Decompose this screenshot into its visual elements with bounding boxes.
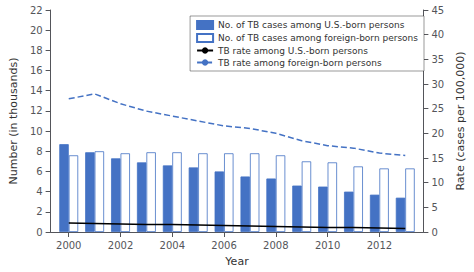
svg-text:35: 35	[431, 54, 444, 65]
svg-text:2004: 2004	[160, 240, 185, 251]
svg-text:12: 12	[30, 105, 43, 116]
svg-text:4: 4	[36, 186, 42, 197]
svg-text:2010: 2010	[315, 240, 340, 251]
svg-text:22: 22	[30, 5, 43, 16]
svg-text:No. of TB cases among U.S.-bor: No. of TB cases among U.S.-born persons	[218, 20, 405, 30]
svg-text:16: 16	[30, 65, 43, 76]
svg-text:15: 15	[431, 153, 444, 164]
svg-text:2006: 2006	[211, 240, 236, 251]
svg-text:20: 20	[30, 25, 43, 36]
svg-text:2002: 2002	[108, 240, 133, 251]
svg-text:20: 20	[431, 128, 444, 139]
svg-text:25: 25	[431, 103, 444, 114]
svg-text:2000: 2000	[56, 240, 81, 251]
svg-text:TB rate among foreign-born per: TB rate among foreign-born persons	[217, 58, 382, 68]
svg-text:Year: Year	[224, 255, 249, 268]
svg-text:No. of TB cases among foreign-: No. of TB cases among foreign-born perso…	[218, 33, 418, 43]
svg-text:0: 0	[36, 227, 42, 238]
svg-text:40: 40	[431, 29, 444, 40]
svg-text:2: 2	[36, 206, 42, 217]
svg-text:Rate (cases per 100,000): Rate (cases per 100,000)	[454, 51, 467, 190]
svg-text:10: 10	[30, 126, 43, 137]
svg-text:10: 10	[431, 177, 444, 188]
svg-text:5: 5	[431, 202, 437, 213]
svg-text:2012: 2012	[367, 240, 392, 251]
svg-text:Number (in thousands): Number (in thousands)	[7, 58, 20, 185]
svg-text:2008: 2008	[263, 240, 288, 251]
svg-text:18: 18	[30, 45, 43, 56]
svg-text:8: 8	[36, 146, 42, 157]
svg-text:0: 0	[431, 227, 437, 238]
svg-text:45: 45	[431, 5, 444, 16]
svg-text:14: 14	[30, 85, 43, 96]
svg-text:6: 6	[36, 166, 42, 177]
svg-text:30: 30	[431, 79, 444, 90]
svg-text:TB rate among U.S.-born person: TB rate among U.S.-born persons	[217, 46, 368, 56]
